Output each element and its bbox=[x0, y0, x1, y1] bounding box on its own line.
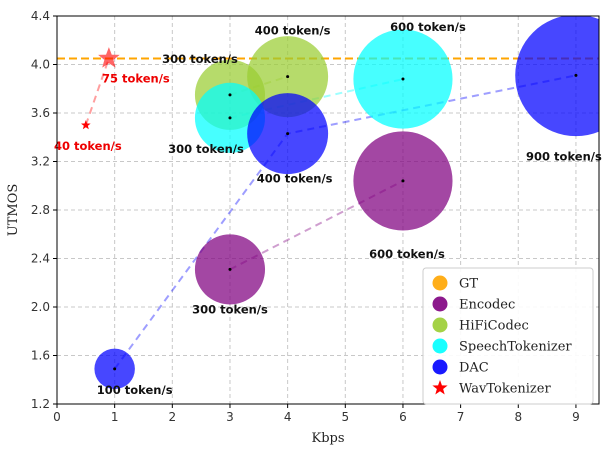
y-tick-label: 1.6 bbox=[31, 349, 50, 363]
y-tick-label: 2.4 bbox=[31, 252, 50, 266]
speechtokenizer-center-dot bbox=[228, 116, 232, 120]
wavtokenizer-star-marker bbox=[98, 47, 120, 68]
hificodec-token-rate-label: 300 token/s bbox=[162, 52, 238, 66]
y-axis-title: UTMOS bbox=[6, 184, 21, 237]
legend-encodec-label: Encodec bbox=[459, 298, 515, 313]
legend-hificodec-label: HiFiCodec bbox=[459, 319, 529, 334]
wavtokenizer-star-marker bbox=[81, 120, 91, 130]
encodec-center-dot bbox=[228, 267, 232, 271]
x-tick-label: 1 bbox=[111, 410, 119, 424]
speechtokenizer-token-rate-label: 600 token/s bbox=[390, 20, 466, 34]
dac-center-dot bbox=[286, 132, 290, 136]
legend-speechtokenizer-marker bbox=[432, 338, 448, 354]
x-tick-label: 0 bbox=[53, 410, 61, 424]
x-tick-label: 5 bbox=[341, 410, 349, 424]
dac-center-dot bbox=[574, 73, 578, 77]
encodec-token-rate-label: 600 token/s bbox=[369, 247, 445, 261]
x-tick-label: 6 bbox=[399, 410, 407, 424]
wavtokenizer-token-rate-label: 75 token/s bbox=[102, 71, 170, 85]
y-tick-label: 3.2 bbox=[31, 155, 50, 169]
hificodec-token-rate-label: 400 token/s bbox=[255, 24, 331, 38]
y-tick-label: 1.2 bbox=[31, 397, 50, 411]
y-tick-label: 4.4 bbox=[31, 9, 50, 23]
speechtokenizer-center-dot bbox=[401, 77, 405, 81]
x-tick-label: 4 bbox=[284, 410, 292, 424]
speechtokenizer-token-rate-label: 300 token/s bbox=[168, 142, 244, 156]
x-tick-label: 3 bbox=[226, 410, 234, 424]
dac-center-dot bbox=[113, 367, 117, 371]
legend-speechtokenizer-label: SpeechTokenizer bbox=[459, 340, 572, 355]
legend-gt-label: GT bbox=[459, 277, 478, 292]
x-axis-title: Kbps bbox=[311, 431, 344, 446]
x-tick-label: 7 bbox=[457, 410, 465, 424]
encodec-token-rate-label: 300 token/s bbox=[192, 302, 268, 316]
legend-gt-marker bbox=[432, 275, 448, 291]
dac-token-rate-label: 900 token/s bbox=[526, 149, 602, 163]
hificodec-center-dot bbox=[228, 93, 232, 97]
legend-encodec-marker bbox=[432, 296, 448, 312]
legend-wavtokenizer-label: WavTokenizer bbox=[459, 382, 551, 397]
y-tick-label: 4.0 bbox=[31, 58, 50, 72]
dac-token-rate-label: 400 token/s bbox=[257, 172, 333, 186]
y-tick-label: 3.6 bbox=[31, 106, 50, 120]
legend-wavtokenizer-marker bbox=[432, 380, 448, 395]
x-tick-label: 9 bbox=[572, 410, 580, 424]
encodec-center-dot bbox=[401, 179, 405, 183]
dac-token-rate-label: 100 token/s bbox=[97, 383, 173, 397]
x-tick-label: 8 bbox=[514, 410, 522, 424]
y-tick-label: 2.8 bbox=[31, 203, 50, 217]
wavtokenizer-token-rate-label: 40 token/s bbox=[54, 139, 122, 153]
y-tick-label: 2.0 bbox=[31, 300, 50, 314]
x-tick-label: 2 bbox=[168, 410, 176, 424]
legend-hificodec-marker bbox=[432, 317, 448, 333]
legend-box bbox=[422, 267, 594, 405]
legend-dac-label: DAC bbox=[459, 361, 489, 376]
dac-bubble bbox=[515, 16, 599, 137]
legend: GT Encodec HiFiCodec SpeechTokenizer DAC WavT… bbox=[422, 267, 594, 405]
legend-dac-marker bbox=[432, 359, 448, 375]
hificodec-center-dot bbox=[286, 75, 290, 79]
